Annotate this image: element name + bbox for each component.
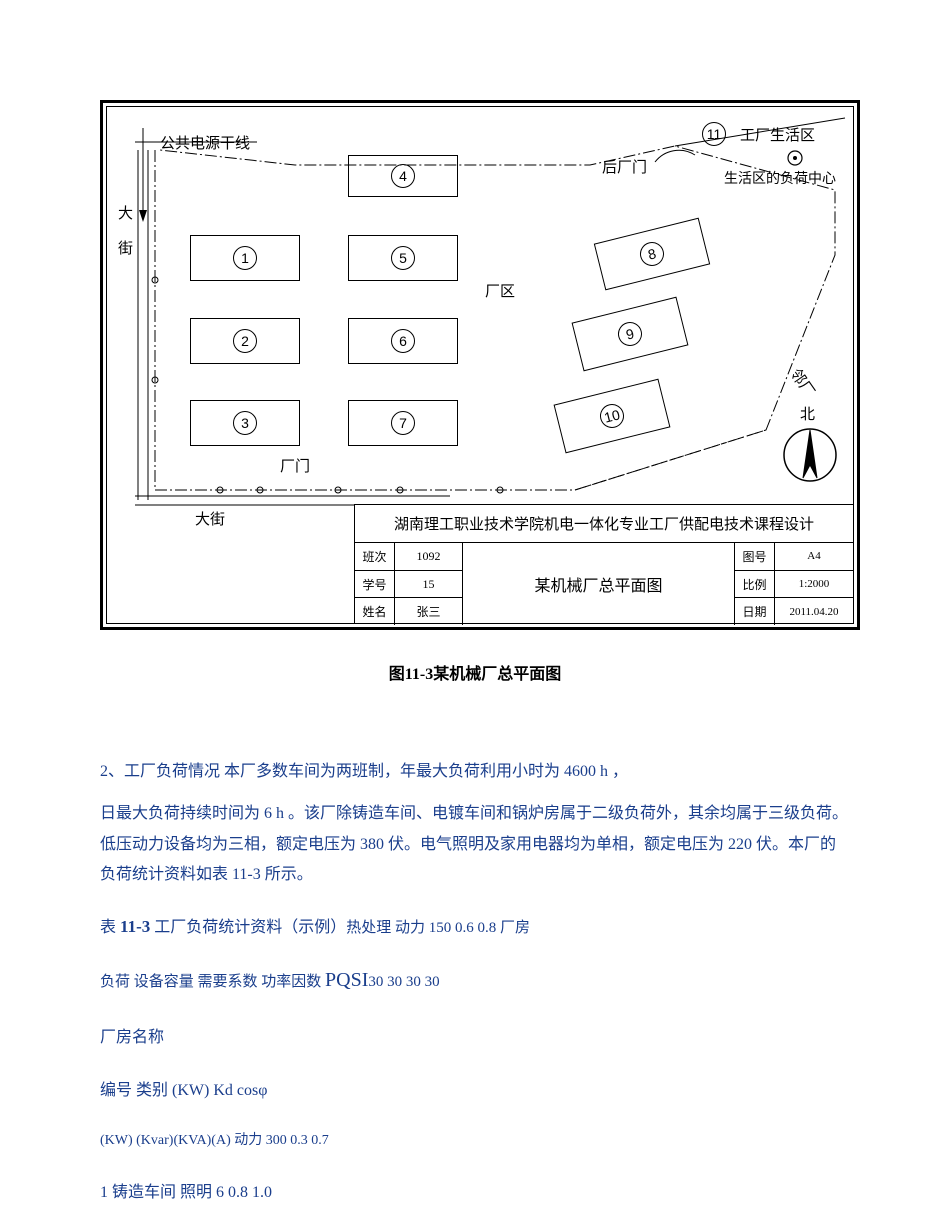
building-circle-11: 11 xyxy=(702,122,726,146)
building-circle-7: 7 xyxy=(391,411,415,435)
building-circle-9: 9 xyxy=(615,319,644,348)
line-5: 厂房名称 xyxy=(100,1020,850,1055)
p3-strong: 11-3 xyxy=(120,917,150,936)
paragraph-2: 日最大负荷持续时间为 6 h 。该厂除铸造车间、电镀车间和锅炉房属于二级负荷外，… xyxy=(100,799,850,890)
tb-left-value-1: 15 xyxy=(395,571,463,598)
tb-right-row-0: 图号A4 xyxy=(735,543,853,570)
building-4: 4 xyxy=(348,155,458,197)
p4-prefix: 负荷 设备容量 需要系数 功率因数 xyxy=(100,974,325,990)
label-factory-area: 厂区 xyxy=(485,280,515,301)
building-circle-4: 4 xyxy=(391,164,415,188)
tb-left-label-1: 学号 xyxy=(355,571,395,598)
building-7: 7 xyxy=(348,400,458,446)
label-north: 北 xyxy=(800,403,815,424)
label-street-bottom: 大街 xyxy=(195,508,225,529)
title-block-center: 某机械厂总平面图 xyxy=(463,543,735,625)
label-gate-front: 厂门 xyxy=(280,455,310,476)
tb-right-value-2: 2011.04.20 xyxy=(775,598,853,625)
p3-mid: 工厂负荷统计资料（示例） xyxy=(150,919,346,936)
tb-left-row-0: 班次1092 xyxy=(355,543,463,570)
tb-left-row-1: 学号15 xyxy=(355,570,463,598)
title-block: 湖南理工职业技术学院机电一体化专业工厂供配电技术课程设计 班次1092学号15姓… xyxy=(354,504,854,624)
building-num-11: 11 xyxy=(707,126,722,142)
tb-right-label-1: 比例 xyxy=(735,571,775,598)
tb-left-row-2: 姓名张三 xyxy=(355,597,463,625)
title-block-header: 湖南理工职业技术学院机电一体化专业工厂供配电技术课程设计 xyxy=(355,505,853,543)
building-5: 5 xyxy=(348,235,458,281)
building-circle-1: 1 xyxy=(233,246,257,270)
diagram-caption: 图11-3某机械厂总平面图 xyxy=(100,660,850,684)
tb-left-value-0: 1092 xyxy=(395,543,463,570)
factory-plan-diagram: 公共电源干线 大 街 厂区 厂门 大街 后厂门 工厂生活区 生活区的负荷中心 邻… xyxy=(100,100,860,630)
tb-left-label-2: 姓名 xyxy=(355,598,395,625)
label-power-line: 公共电源干线 xyxy=(160,132,250,153)
building-circle-2: 2 xyxy=(233,329,257,353)
tb-right-row-1: 比例1:2000 xyxy=(735,570,853,598)
tb-right-value-0: A4 xyxy=(775,543,853,570)
building-circle-5: 5 xyxy=(391,246,415,270)
p4-pqsi: PQSI xyxy=(325,969,368,991)
line-7: (KW) (Kvar)(KVA)(A) 动力 300 0.3 0.7 xyxy=(100,1126,850,1157)
paragraph-1: 2、工厂负荷情况 本厂多数车间为两班制，年最大负荷利用小时为 4600 h ， xyxy=(100,754,850,789)
p3-prefix: 表 xyxy=(100,919,120,936)
building-circle-10: 10 xyxy=(597,401,626,430)
label-living-load-center: 生活区的负荷中心 xyxy=(724,168,836,188)
tb-left-label-0: 班次 xyxy=(355,543,395,570)
table-title-line: 表 11-3 工厂负荷统计资料（示例）热处理 动力 150 0.6 0.8 厂房 xyxy=(100,908,850,945)
building-circle-8: 8 xyxy=(637,239,666,268)
pqsi-line: 负荷 设备容量 需要系数 功率因数 PQSI30 30 30 30 xyxy=(100,958,850,1002)
p3-suffix: 热处理 动力 150 0.6 0.8 厂房 xyxy=(346,920,530,936)
tb-right-row-2: 日期2011.04.20 xyxy=(735,597,853,625)
building-1: 1 xyxy=(190,235,300,281)
tb-right-value-1: 1:2000 xyxy=(775,571,853,598)
building-circle-6: 6 xyxy=(391,329,415,353)
label-gate-back: 后厂门 xyxy=(602,156,647,177)
building-6: 6 xyxy=(348,318,458,364)
label-living-area: 工厂生活区 xyxy=(740,124,815,145)
tb-right-label-2: 日期 xyxy=(735,598,775,625)
line-8: 1 铸造车间 照明 6 0.8 1.0 xyxy=(100,1175,850,1210)
label-street-left: 大 街 xyxy=(114,205,135,405)
building-2: 2 xyxy=(190,318,300,364)
document-body: 2、工厂负荷情况 本厂多数车间为两班制，年最大负荷利用小时为 4600 h ， … xyxy=(100,754,850,1210)
building-3: 3 xyxy=(190,400,300,446)
tb-left-value-2: 张三 xyxy=(395,598,463,625)
tb-right-label-0: 图号 xyxy=(735,543,775,570)
building-circle-3: 3 xyxy=(233,411,257,435)
p4-suffix: 30 30 30 30 xyxy=(368,974,439,990)
line-6: 编号 类别 (KW) Kd cosφ xyxy=(100,1073,850,1108)
